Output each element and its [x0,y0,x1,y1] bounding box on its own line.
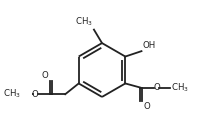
Text: CH$_3$: CH$_3$ [3,88,21,101]
Text: O: O [154,83,161,92]
Text: OH: OH [142,41,155,51]
Text: O: O [143,102,150,111]
Text: CH$_3$: CH$_3$ [171,81,188,94]
Text: CH$_3$: CH$_3$ [75,16,93,28]
Text: O: O [42,71,48,80]
Text: O: O [31,90,38,99]
